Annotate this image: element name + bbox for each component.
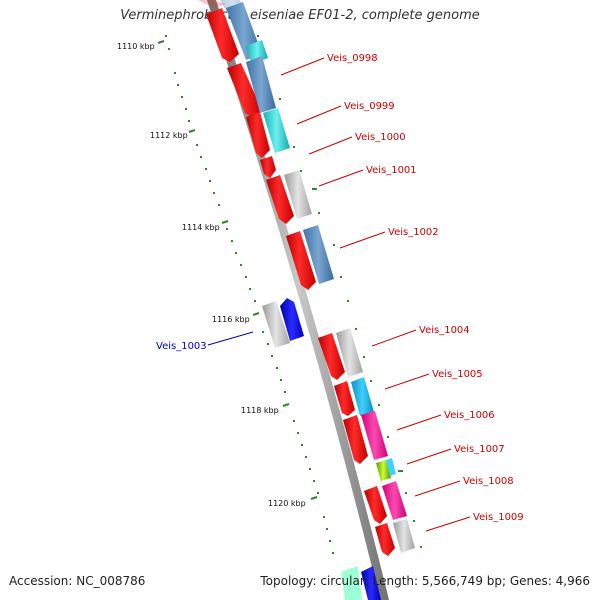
scale-tick-label: 1118 kbp: [241, 406, 279, 415]
gene-feature[interactable]: [266, 175, 294, 224]
gene-label-veis-1002[interactable]: Veis_1002: [388, 227, 439, 238]
gene-label-veis-0998[interactable]: Veis_0998: [327, 53, 378, 64]
gene-label-veis-1003[interactable]: Veis_1003: [156, 341, 207, 352]
gene-feature[interactable]: [393, 519, 415, 553]
gene-feature[interactable]: [303, 225, 334, 284]
gene-feature[interactable]: [361, 411, 388, 460]
gene-feature[interactable]: [351, 377, 374, 416]
gene-label-veis-1000[interactable]: Veis_1000: [355, 132, 406, 143]
gene-feature[interactable]: [375, 523, 395, 556]
gene-feature[interactable]: [336, 328, 363, 377]
feature-ticks: [257, 35, 422, 548]
gene-feature[interactable]: [206, 8, 239, 62]
gene-feature[interactable]: [227, 63, 262, 118]
scale-tick-label: 1116 kbp: [212, 315, 250, 324]
gene-feature[interactable]: [286, 231, 316, 290]
gene-label-veis-1006[interactable]: Veis_1006: [444, 410, 495, 421]
scale-tick: 1116 kbp: [212, 312, 260, 324]
gene-feature[interactable]: [376, 460, 391, 481]
label-leaders: [207, 57, 471, 532]
gene-feature[interactable]: [343, 415, 368, 464]
gene-label-veis-1009[interactable]: Veis_1009: [473, 512, 524, 523]
scale-tick-label: 1112 kbp: [150, 131, 188, 140]
scale-tick: 1120 kbp: [268, 496, 318, 508]
scale-tick: 1110 kbp: [117, 40, 165, 51]
gene-feature[interactable]: [386, 458, 396, 476]
gene-feature[interactable]: [341, 566, 362, 600]
gene-features: [198, 0, 415, 600]
scale-ticks: 1110 kbp 1112 kbp 1114 kbp 1116 kbp 1118…: [117, 40, 318, 508]
gene-feature[interactable]: [280, 298, 304, 341]
gene-label-veis-1001[interactable]: Veis_1001: [366, 165, 417, 176]
gene-feature[interactable]: [246, 112, 270, 158]
gene-feature[interactable]: [262, 301, 290, 348]
gene-label-veis-0999[interactable]: Veis_0999: [344, 101, 395, 112]
genome-backbone: [207, 0, 389, 600]
scale-dotted-arc: [165, 35, 334, 554]
gene-feature[interactable]: [364, 486, 387, 524]
gene-feature[interactable]: [284, 170, 312, 219]
gene-feature[interactable]: [263, 108, 290, 153]
scale-tick: 1112 kbp: [150, 129, 196, 140]
scale-tick: 1114 kbp: [182, 220, 229, 232]
gene-feature[interactable]: [246, 56, 276, 113]
scale-tick-label: 1120 kbp: [268, 499, 306, 508]
scale-tick: 1118 kbp: [241, 403, 290, 415]
gene-feature[interactable]: [382, 481, 407, 520]
gene-label-veis-1007[interactable]: Veis_1007: [454, 444, 505, 455]
gene-labels: Veis_0998 Veis_0999 Veis_1000 Veis_1001 …: [156, 53, 524, 523]
gene-label-veis-1008[interactable]: Veis_1008: [463, 476, 514, 487]
genome-summary-text: Topology: circular; Length: 5,566,749 bp…: [260, 574, 590, 588]
scale-tick-label: 1114 kbp: [182, 223, 220, 232]
gene-feature[interactable]: [334, 381, 355, 416]
scale-tick-label: 1110 kbp: [117, 42, 155, 51]
gene-feature[interactable]: [318, 333, 345, 380]
gene-label-veis-1005[interactable]: Veis_1005: [432, 369, 483, 380]
gene-feature[interactable]: [361, 566, 381, 600]
gene-label-veis-1004[interactable]: Veis_1004: [419, 325, 470, 336]
accession-text: Accession: NC_008786: [9, 574, 146, 588]
gene-feature[interactable]: [260, 156, 276, 178]
gene-feature[interactable]: [198, 0, 226, 8]
